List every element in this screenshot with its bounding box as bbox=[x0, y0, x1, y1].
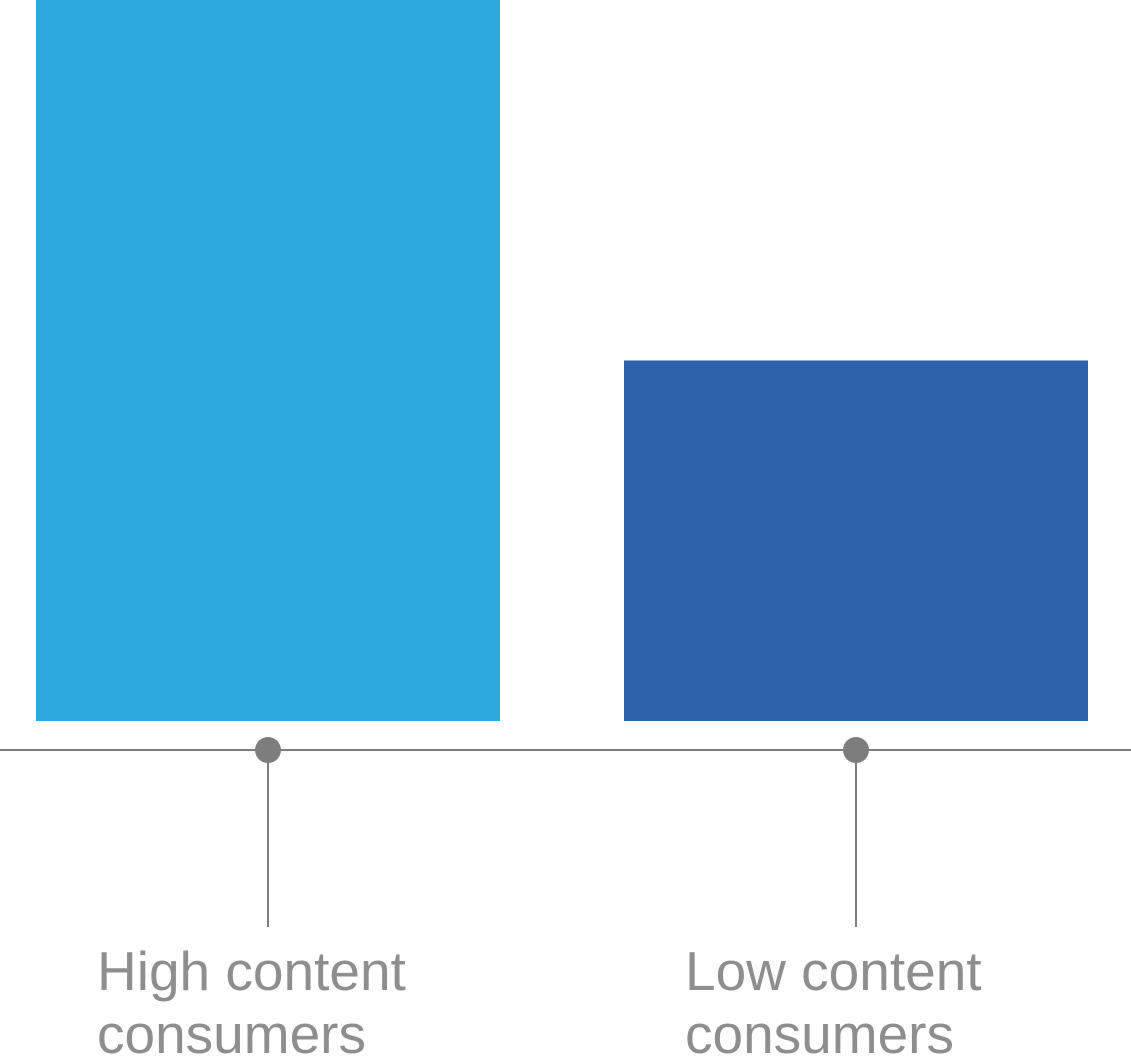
category-markers bbox=[255, 737, 869, 927]
bar-2 bbox=[624, 360, 1088, 721]
tick-dot-2 bbox=[843, 737, 869, 763]
category-label-2: Low content consumers bbox=[685, 940, 982, 1062]
category-label-line: consumers bbox=[97, 1003, 366, 1062]
bar-1 bbox=[36, 0, 500, 721]
category-label-line: High content bbox=[97, 940, 406, 1002]
bars-group bbox=[36, 0, 1088, 721]
category-label-line: Low content bbox=[685, 940, 982, 1002]
category-label-line: consumers bbox=[685, 1003, 954, 1062]
category-label-1: High content consumers bbox=[97, 940, 406, 1062]
tick-dot-1 bbox=[255, 737, 281, 763]
